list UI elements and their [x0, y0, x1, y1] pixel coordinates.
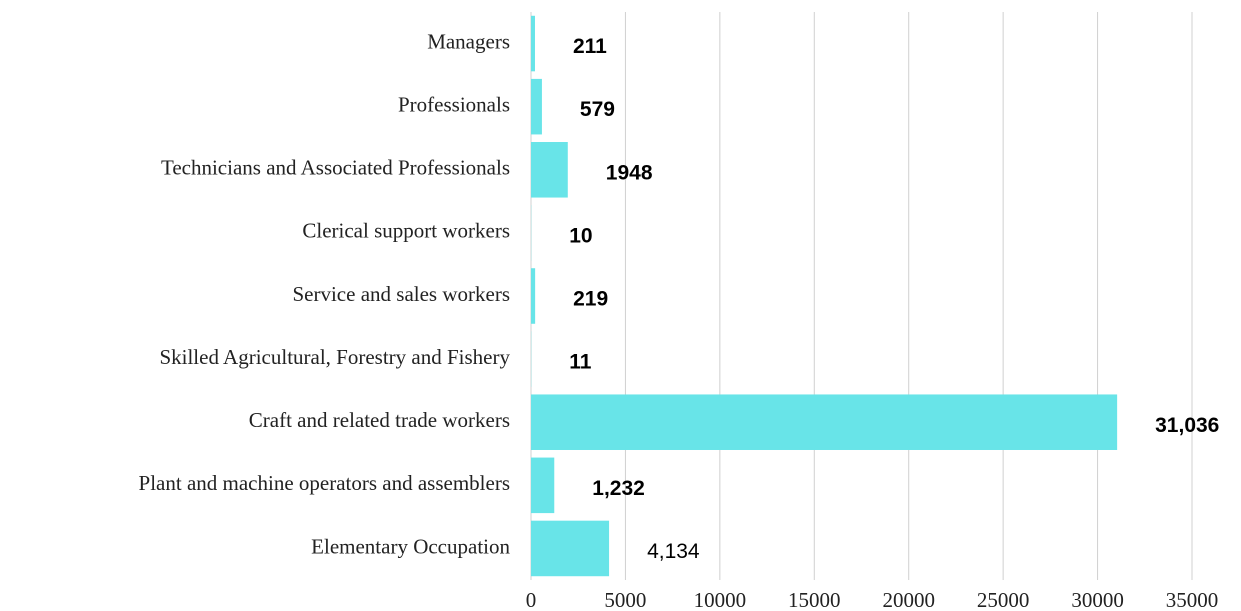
- bar: [531, 268, 536, 324]
- data-label: 1948: [606, 161, 653, 184]
- data-label: 211: [573, 35, 607, 58]
- bar: [531, 78, 542, 135]
- data-label: 10: [569, 224, 592, 247]
- category-label: Managers: [427, 29, 510, 53]
- data-label: 1,232: [592, 477, 645, 500]
- bar: [531, 142, 568, 198]
- bar: [531, 15, 535, 72]
- data-label: 31,036: [1155, 414, 1219, 437]
- x-tick-label: 35000: [1166, 588, 1219, 611]
- x-tick-label: 15000: [788, 588, 841, 611]
- category-label: Technicians and Associated Professionals: [161, 156, 510, 180]
- data-label: 11: [569, 351, 592, 374]
- x-tick-label: 25000: [977, 588, 1030, 611]
- x-tick-label: 30000: [1071, 588, 1124, 611]
- category-label: Plant and machine operators and assemble…: [139, 471, 510, 495]
- x-tick-label: 20000: [882, 588, 935, 611]
- category-label: Professionals: [398, 92, 510, 116]
- data-label: 579: [580, 98, 615, 121]
- category-label: Clerical support workers: [302, 219, 510, 243]
- category-label: Skilled Agricultural, Forestry and Fishe…: [159, 345, 510, 369]
- x-tick-label: 0: [526, 588, 537, 611]
- data-label: 219: [573, 288, 608, 311]
- category-label: Craft and related trade workers: [249, 408, 510, 432]
- category-label: Elementary Occupation: [311, 534, 510, 558]
- bar: [531, 520, 610, 577]
- bar: [531, 394, 1118, 450]
- bar: [531, 457, 555, 514]
- data-label: 4,134: [647, 540, 700, 563]
- category-label: Service and sales workers: [292, 282, 510, 306]
- x-tick-label: 10000: [694, 588, 747, 611]
- x-tick-label: 5000: [604, 588, 646, 611]
